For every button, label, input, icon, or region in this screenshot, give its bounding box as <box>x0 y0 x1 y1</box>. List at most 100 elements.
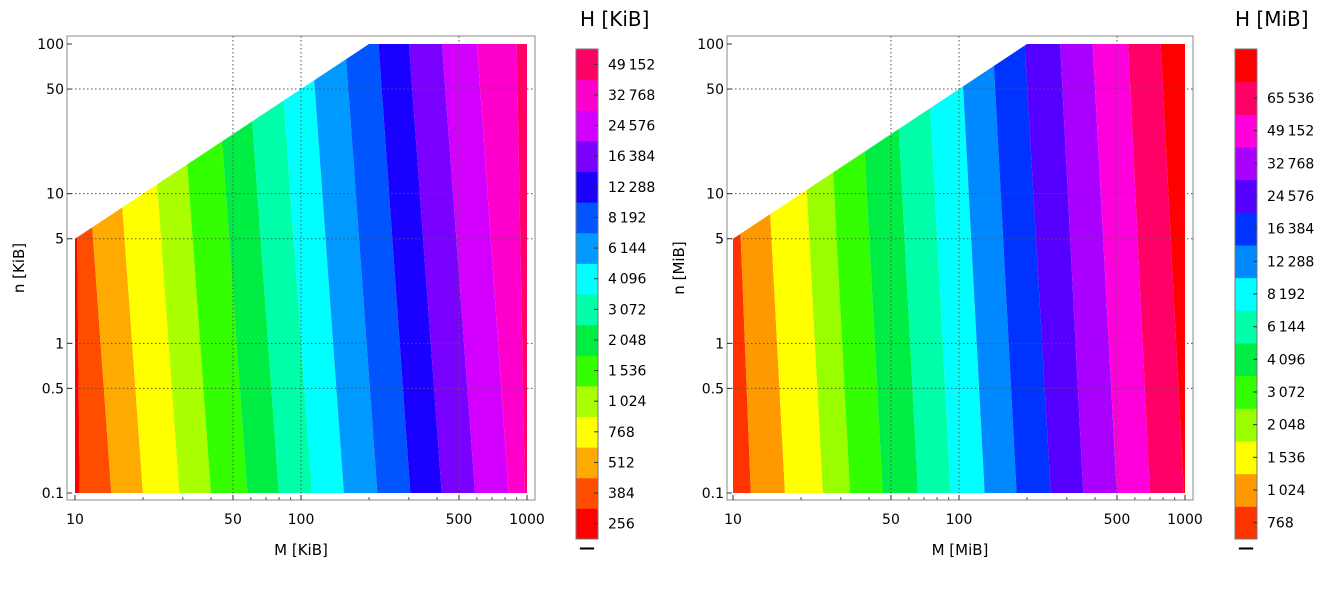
heatmap-band-7 <box>894 44 951 493</box>
y-axis-label: n [MiB] <box>670 241 688 294</box>
colorbar-swatch-7 <box>576 324 598 356</box>
x-tick-label: 500 <box>446 512 473 528</box>
heatmap-band-11 <box>1024 44 1084 493</box>
colorbar-swatch-16 <box>576 49 598 81</box>
heatmap-band-15 <box>476 44 526 493</box>
colorbar-label: 1 536 <box>608 364 647 380</box>
colorbar-swatch-14 <box>1235 81 1257 115</box>
colorbar-bottom-marker: — <box>1238 538 1254 557</box>
colorbar-swatch-4 <box>576 416 598 448</box>
heatmap-band-10 <box>992 44 1051 493</box>
heatmap-band-9 <box>279 44 345 493</box>
x-tick-label: 1000 <box>509 512 545 528</box>
colorbar-title: H [KiB] <box>580 7 649 31</box>
colorbar-swatch-13 <box>576 140 598 172</box>
colorbar-swatch-8 <box>1235 277 1257 311</box>
colorbar-label: 12 288 <box>1267 254 1314 270</box>
heatmap-band-9 <box>960 44 1017 493</box>
y-tick-label: 10 <box>46 187 64 203</box>
colorbar-label: 65 536 <box>1267 91 1314 107</box>
colorbar-swatch-10 <box>1235 212 1257 246</box>
colorbar-swatch-2 <box>1235 473 1257 507</box>
colorbar-label: 2 048 <box>608 333 646 349</box>
colorbar-title: H [MiB] <box>1235 7 1309 31</box>
x-tick-label: 1000 <box>1167 512 1203 528</box>
heatmap-chart-kib: 10 50 100 500 1000 0.1 0.5 1 5 10 50 100 M [KiB] n [K… <box>10 7 655 559</box>
colorbar-swatch-1 <box>576 508 598 540</box>
colorbar-swatch-13 <box>1235 114 1257 148</box>
x-tick-label: 10 <box>66 512 84 528</box>
y-tick-label: 5 <box>715 232 724 248</box>
heatmap-band-6 <box>858 44 919 493</box>
heatmap-band-12 <box>378 44 442 493</box>
heatmap-band-14 <box>1128 44 1185 493</box>
colorbar-swatch-2 <box>576 477 598 509</box>
colorbar-label: 32 768 <box>608 88 655 104</box>
y-tick-label: 0.1 <box>702 486 724 502</box>
colorbar-swatch-5 <box>1235 375 1257 409</box>
chart-panel-kib: 10 50 100 500 1000 0.1 0.5 1 5 10 50 100 M [KiB] n [K… <box>0 0 660 589</box>
colorbar-label: 384 <box>608 486 635 502</box>
heatmap-chart-mib: 10 50 100 500 1000 0.1 0.5 1 5 10 50 100 M [MiB] n [M… <box>670 7 1314 559</box>
colorbar-label: 4 096 <box>1267 352 1306 368</box>
colorbar-label: 8 192 <box>608 210 646 226</box>
heatmap-band-8 <box>246 44 313 493</box>
colorbar-label: 16 384 <box>1267 222 1314 238</box>
y-tick-label: 50 <box>46 82 64 98</box>
colorbar-label: 32 768 <box>1267 156 1314 172</box>
colorbar-label: 6 144 <box>608 241 647 257</box>
heatmap-band-14 <box>441 44 509 493</box>
y-tick-label: 1 <box>715 336 724 352</box>
colorbar-label: 4 096 <box>608 272 647 288</box>
x-tick-label: 50 <box>224 512 242 528</box>
heatmap-band-7 <box>214 44 280 493</box>
heatmap-band-12 <box>1060 44 1117 493</box>
colorbar-swatch-10 <box>576 232 598 264</box>
y-axis-label: n [KiB] <box>10 243 28 293</box>
colorbar-swatch-4 <box>1235 408 1257 442</box>
colorbar-swatch-6 <box>576 355 598 387</box>
colorbar-swatch-15 <box>1235 49 1257 83</box>
y-tick-label: 100 <box>697 37 724 53</box>
y-tick-label: 5 <box>55 232 64 248</box>
colorbar-label: 1 024 <box>608 394 647 410</box>
colorbar-label: 768 <box>1267 516 1294 532</box>
colorbar-label: 768 <box>608 425 635 441</box>
colorbar-label: 1 536 <box>1267 450 1306 466</box>
colorbar-label: 256 <box>608 517 635 533</box>
colorbar-frame <box>575 48 599 540</box>
heatmap-band-1 <box>75 44 80 493</box>
y-tick-label: 0.1 <box>42 486 64 502</box>
heatmap-band-13 <box>1092 44 1150 493</box>
y-tick-label: 1 <box>55 336 64 352</box>
heatmap-band-16 <box>516 44 527 493</box>
colorbar-label: 3 072 <box>1267 385 1305 401</box>
colorbar-swatch-15 <box>576 79 598 111</box>
colorbar-label: 24 576 <box>1267 189 1314 205</box>
colorbar-label: 512 <box>608 455 635 471</box>
colorbar-swatch-11 <box>576 202 598 234</box>
colorbar-swatch-12 <box>576 171 598 203</box>
x-axis-label: M [MiB] <box>932 541 989 559</box>
colorbar-label: 49 152 <box>608 57 655 73</box>
heatmap-band-15 <box>1160 44 1185 493</box>
heatmap-band-13 <box>408 44 476 493</box>
colorbar-swatch-3 <box>1235 441 1257 475</box>
colorbar-swatch-9 <box>576 263 598 295</box>
colorbar-label: 24 576 <box>608 119 655 135</box>
colorbar-swatch-7 <box>1235 310 1257 344</box>
x-tick-label: 100 <box>288 512 315 528</box>
y-tick-label: 10 <box>706 187 724 203</box>
colorbar-swatch-6 <box>1235 343 1257 377</box>
colorbar-swatch-14 <box>576 110 598 142</box>
y-tick-label: 50 <box>706 82 724 98</box>
colorbar-label: 3 072 <box>608 302 646 318</box>
colorbar-swatch-12 <box>1235 147 1257 181</box>
colorbar-label: 8 192 <box>1267 287 1305 303</box>
y-tick-label: 0.5 <box>42 381 64 397</box>
colorbar-swatch-3 <box>576 447 598 479</box>
heatmap-band-8 <box>926 44 985 493</box>
colorbar-swatch-8 <box>576 294 598 326</box>
y-tick-label: 100 <box>37 37 64 53</box>
colorbar-swatch-1 <box>1235 506 1257 540</box>
